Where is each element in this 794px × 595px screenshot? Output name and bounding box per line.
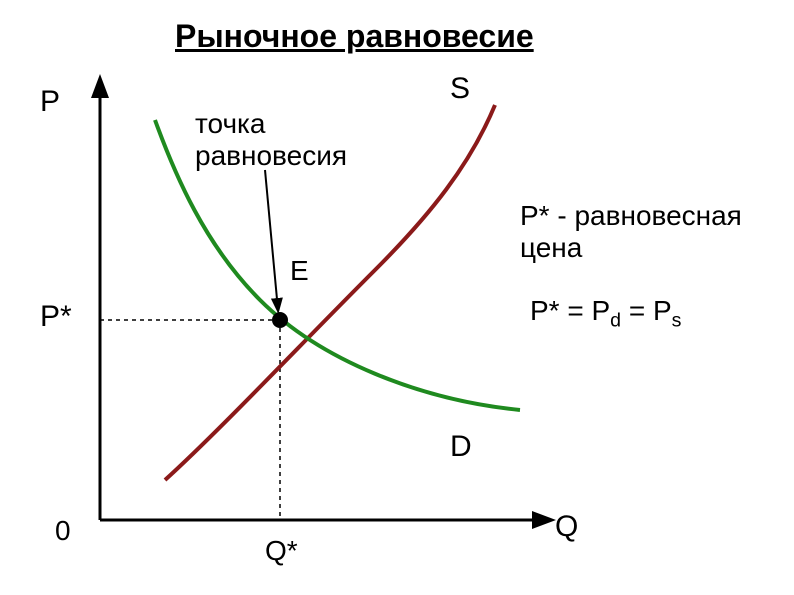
chart-title: Рыночное равновесие [175,18,534,55]
curve-label-d: D [450,430,472,464]
price-formula: P* = Pd = Ps [530,295,681,333]
annotation-arrow [265,170,278,310]
axis-label-qstar: Q* [265,535,298,567]
point-label-e: E [290,255,309,287]
formula-subscript-s: s [672,310,682,332]
formula-mid: = P [621,295,672,326]
formula-subscript-d: d [610,310,621,332]
equilibrium-point [272,312,288,328]
pstar-definition-line1: P* - равновесная [520,200,742,232]
curve-label-s: S [450,72,470,106]
pstar-definition-line2: цена [520,232,582,264]
axis-label-pstar: P* [40,300,72,334]
equilibrium-text-line2: равновесия [195,140,347,172]
origin-label: 0 [55,515,71,547]
axis-label-q: Q [555,510,578,544]
formula-prefix: P* = P [530,295,610,326]
equilibrium-text-line1: точка [195,108,266,140]
axis-label-p: P [40,85,60,119]
